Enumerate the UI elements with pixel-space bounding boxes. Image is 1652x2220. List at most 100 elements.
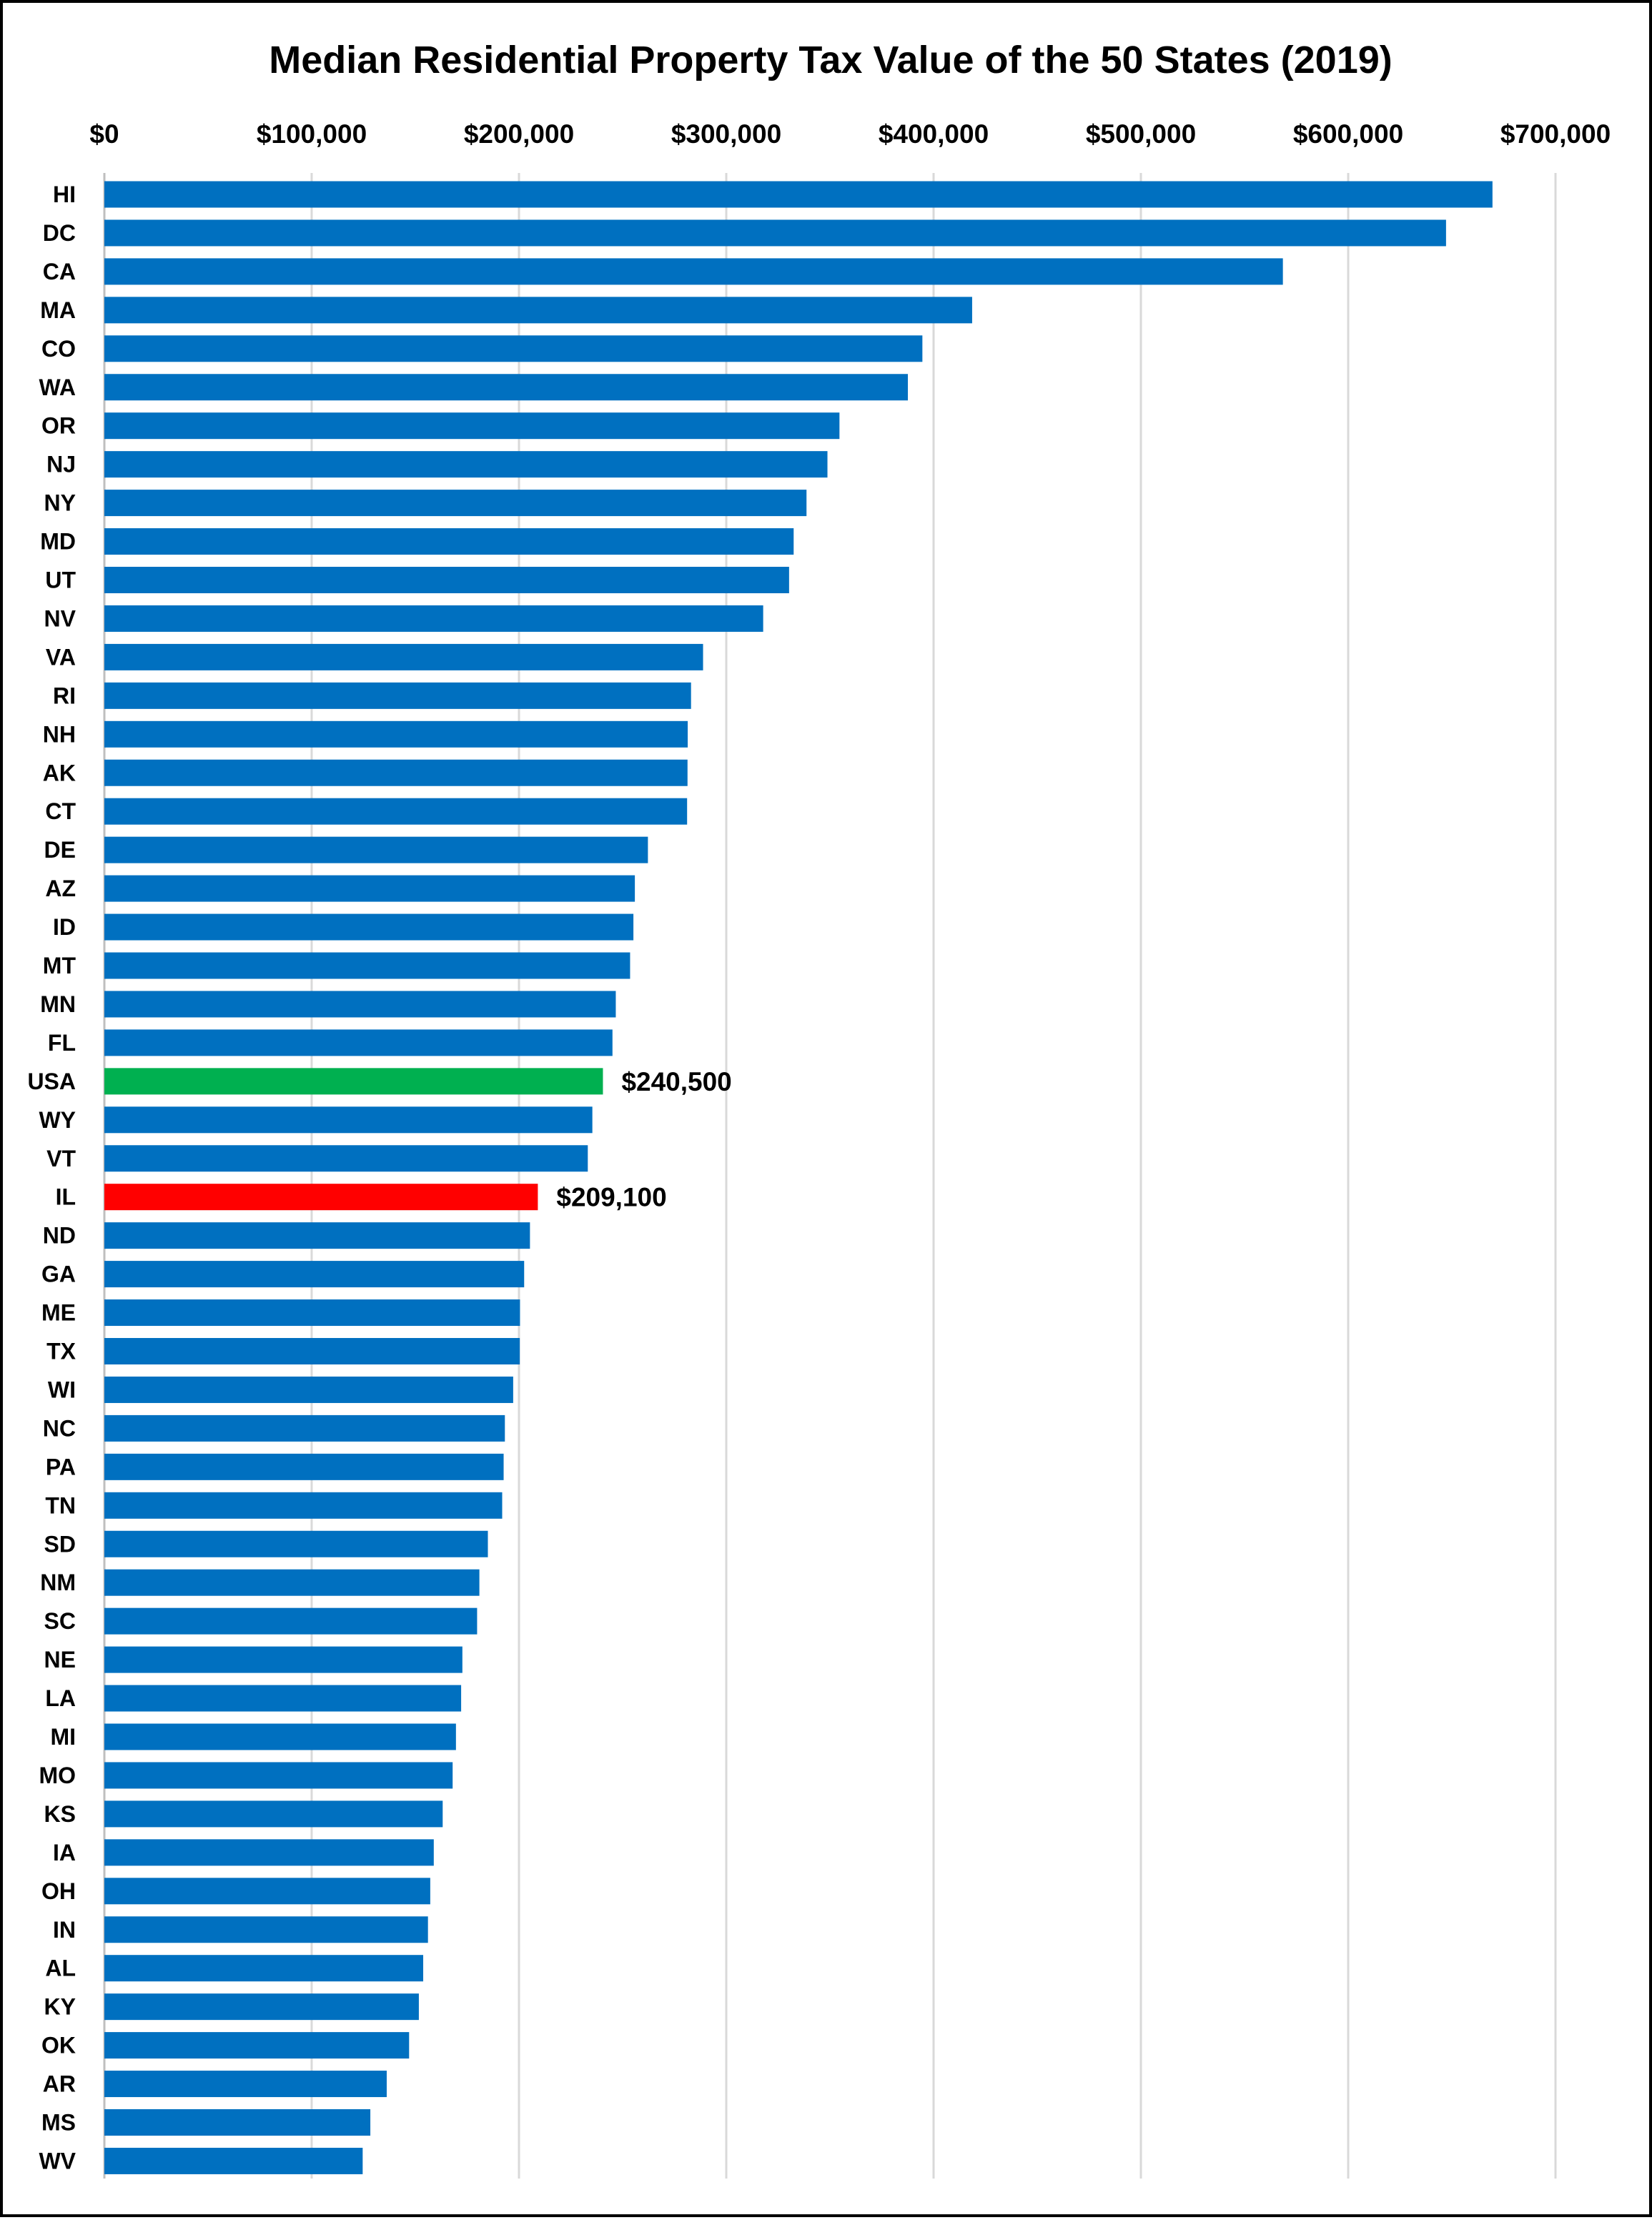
y-tick-label: NJ: [46, 452, 76, 477]
y-tick-label: OR: [41, 413, 76, 439]
y-tick-label: SC: [44, 1608, 76, 1634]
y-tick-label: NH: [43, 721, 76, 747]
data-label-usa: $240,500: [621, 1067, 731, 1096]
y-tick-label: MO: [39, 1763, 76, 1788]
y-tick-label: WA: [39, 375, 76, 400]
y-tick-label: ME: [41, 1300, 76, 1326]
bar-la: [104, 1685, 462, 1712]
y-tick-label: LA: [45, 1685, 76, 1711]
bar-nm: [104, 1569, 480, 1596]
bar-ms: [104, 2109, 371, 2136]
y-tick-label: USA: [27, 1069, 76, 1094]
bar-ct: [104, 798, 688, 825]
y-tick-label: HI: [53, 182, 76, 207]
x-tick-label: $0: [89, 119, 119, 149]
bar-ne: [104, 1646, 463, 1673]
bar-or: [104, 412, 840, 440]
y-tick-label: KY: [44, 1994, 76, 2020]
y-tick-label: OK: [41, 2033, 76, 2058]
data-label-il: $209,100: [556, 1183, 666, 1212]
bar-mo: [104, 1762, 453, 1789]
bar-ok: [104, 2032, 410, 2059]
chart-title: Median Residential Property Tax Value of…: [269, 39, 1393, 81]
bar-sd: [104, 1530, 488, 1557]
bar-ky: [104, 1993, 419, 2021]
bar-ga: [104, 1261, 525, 1288]
bar-al: [104, 1955, 424, 1982]
y-tick-label: CO: [41, 336, 76, 362]
y-tick-label: TX: [46, 1339, 76, 1364]
bar-nc: [104, 1414, 505, 1442]
bar-usa: [104, 1068, 603, 1095]
bar-nv: [104, 605, 763, 632]
bar-mt: [104, 952, 630, 979]
y-tick-label: WV: [39, 2148, 76, 2174]
x-tick-label: $500,000: [1086, 119, 1196, 149]
x-axis-ticks: $0 $100,000 $200,000 $300,000 $400,000 $500,0…: [89, 119, 1611, 149]
y-tick-label: VT: [46, 1146, 76, 1171]
y-axis-ticks: HI DC CA MA CO WA OR NJ NY MD UT NV VA RI NH AK CT DE AZ ID…: [27, 182, 76, 2174]
y-tick-label: MD: [40, 529, 76, 555]
x-tick-label: $300,000: [671, 119, 781, 149]
bar-ks: [104, 1800, 443, 1828]
y-tick-label: MA: [40, 297, 76, 323]
bar-in: [104, 1916, 428, 1943]
y-tick-label: MS: [41, 2110, 76, 2136]
bar-tx: [104, 1338, 520, 1364]
y-tick-label: GA: [41, 1262, 76, 1287]
bar-fl: [104, 1029, 613, 1056]
y-tick-label: WI: [48, 1377, 76, 1402]
bar-nd: [104, 1222, 530, 1249]
y-tick-label: DE: [44, 837, 76, 863]
y-tick-label: TN: [45, 1492, 76, 1518]
bar-wv: [104, 2147, 363, 2174]
y-tick-label: AL: [45, 1956, 76, 1981]
x-tick-label: $400,000: [879, 119, 989, 149]
bar-ri: [104, 682, 691, 709]
bar-md: [104, 528, 794, 555]
y-tick-label: NY: [44, 490, 76, 516]
y-tick-label: IL: [56, 1184, 76, 1210]
bar-nj: [104, 451, 828, 478]
bar-vt: [104, 1145, 588, 1172]
y-tick-label: NM: [40, 1570, 76, 1595]
bar-ca: [104, 258, 1283, 285]
y-tick-label: AK: [43, 760, 76, 786]
y-tick-label: ND: [43, 1223, 76, 1249]
bar-mn: [104, 991, 616, 1018]
x-tick-label: $200,000: [464, 119, 574, 149]
bar-ny: [104, 490, 807, 517]
y-tick-label: FL: [48, 1030, 76, 1056]
bar-ia: [104, 1839, 434, 1866]
y-tick-label: MI: [50, 1724, 76, 1750]
y-tick-label: WY: [39, 1107, 76, 1133]
y-tick-label: NC: [43, 1415, 76, 1441]
bar-wy: [104, 1106, 593, 1134]
y-tick-label: PA: [46, 1454, 76, 1480]
bar-ar: [104, 2071, 387, 2098]
bar-de: [104, 836, 648, 863]
bar-chart: Median Residential Property Tax Value of…: [27, 39, 1611, 2179]
y-tick-label: NV: [44, 605, 76, 631]
bar-wi: [104, 1376, 513, 1403]
y-tick-label: MT: [43, 953, 76, 978]
bar-wa: [104, 374, 909, 401]
bar-mi: [104, 1723, 456, 1750]
bar-nh: [104, 720, 688, 748]
y-tick-label: UT: [45, 568, 76, 593]
bar-tn: [104, 1492, 503, 1519]
bar-sc: [104, 1607, 478, 1635]
data-labels: $240,500 $209,100: [556, 1067, 731, 1212]
y-tick-label: OH: [41, 1878, 76, 1904]
y-tick-label: VA: [46, 644, 76, 670]
bar-az: [104, 875, 635, 902]
y-tick-label: AZ: [45, 876, 76, 901]
bar-dc: [104, 219, 1446, 247]
y-tick-label: NE: [44, 1647, 76, 1673]
bar-pa: [104, 1453, 504, 1480]
bar-co: [104, 335, 923, 362]
bar-ut: [104, 567, 789, 593]
y-tick-label: DC: [43, 220, 76, 246]
y-tick-label: IA: [53, 1840, 76, 1865]
